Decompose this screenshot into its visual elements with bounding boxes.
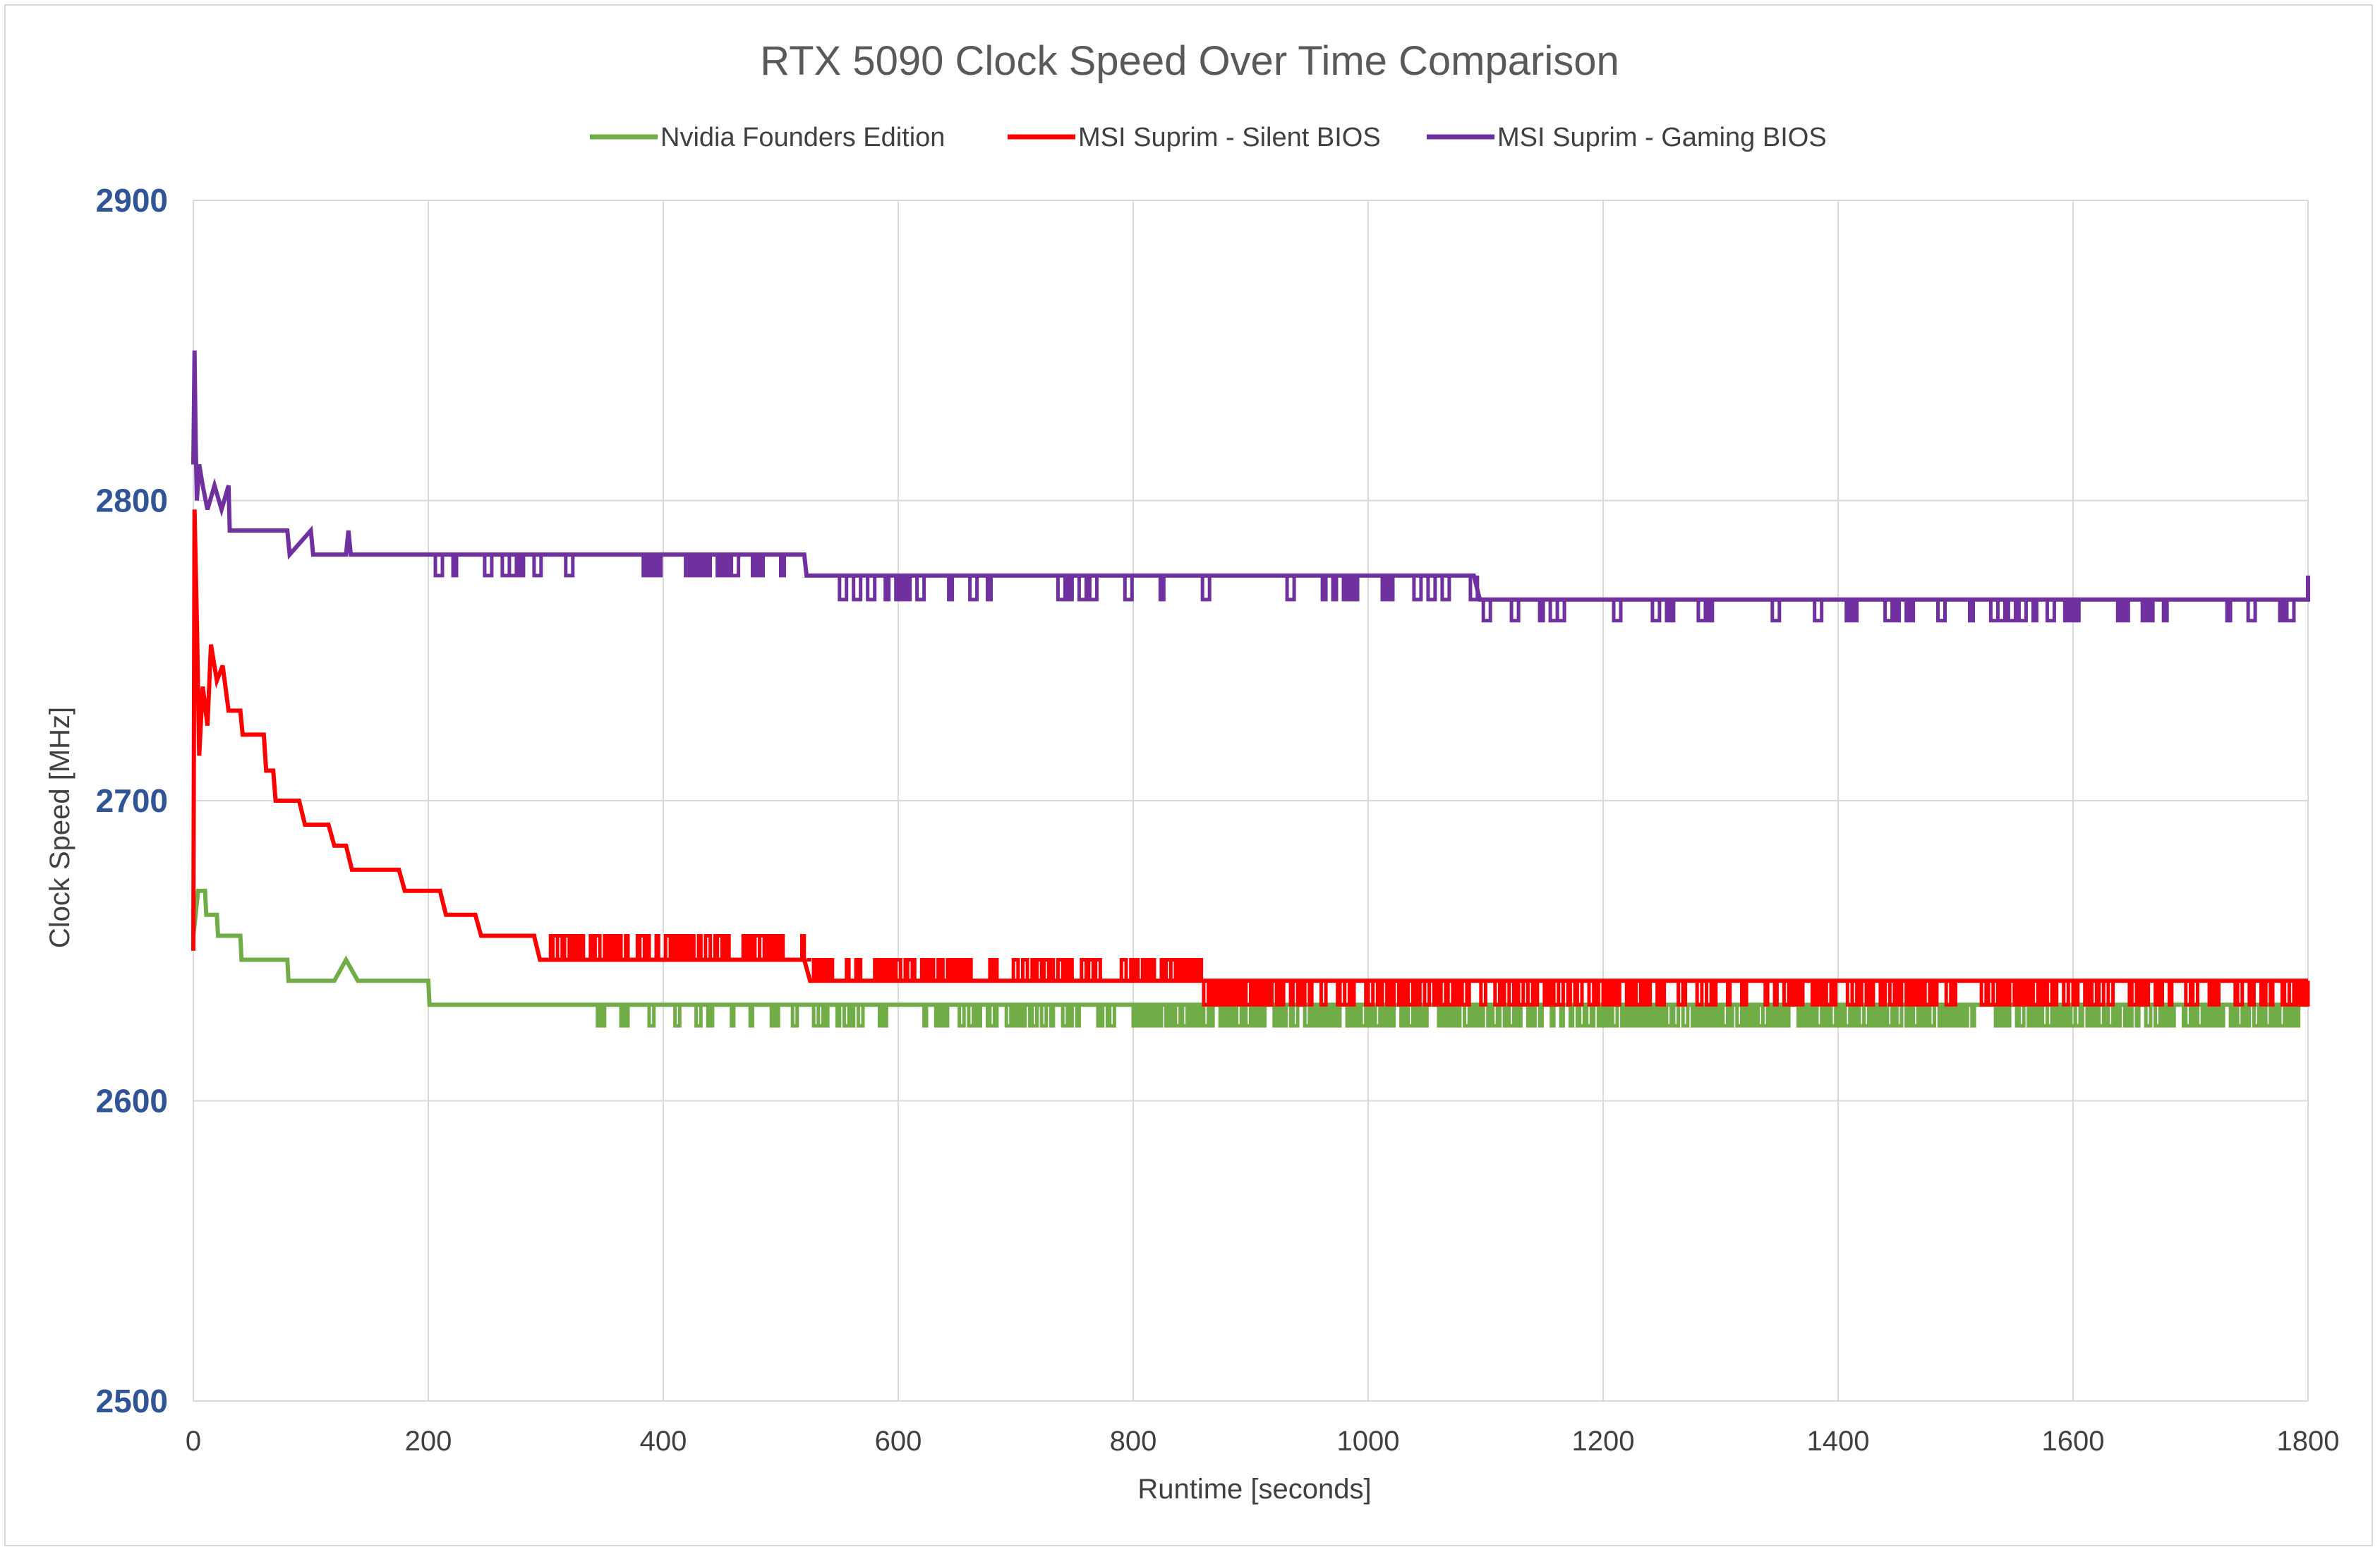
- chart-svg: RTX 5090 Clock Speed Over Time Compariso…: [44, 38, 2340, 1505]
- legend-label: MSI Suprim - Silent BIOS: [1078, 123, 1381, 152]
- y-axis-title: Clock Speed [MHz]: [44, 707, 75, 948]
- y-tick-label: 2900: [96, 182, 168, 219]
- gridlines: [193, 200, 2309, 1402]
- y-tick-label: 2500: [96, 1383, 168, 1419]
- x-tick-label: 1600: [2042, 1426, 2105, 1457]
- chart-title: RTX 5090 Clock Speed Over Time Compariso…: [760, 38, 1619, 84]
- x-tick-label: 800: [1110, 1426, 1157, 1457]
- x-tick-label: 200: [405, 1426, 452, 1457]
- x-tick-label: 1000: [1337, 1426, 1400, 1457]
- y-tick-labels: 2500 2600 2700 2800 2900: [96, 182, 168, 1419]
- legend-item: MSI Suprim - Silent BIOS: [1008, 123, 1381, 152]
- x-axis-title: Runtime [seconds]: [1137, 1474, 1371, 1505]
- series-2: [191, 509, 2310, 1007]
- y-tick-label: 2700: [96, 782, 168, 819]
- y-tick-label: 2800: [96, 483, 168, 519]
- x-tick-labels: 0 200 400 600 800 1000 1200 1400 1600 1800: [186, 1426, 2340, 1457]
- x-tick-label: 1400: [1807, 1426, 1870, 1457]
- series-line: [191, 350, 2310, 602]
- series-variation: [596, 1005, 2301, 1028]
- legend-label: Nvidia Founders Edition: [660, 123, 945, 152]
- x-tick-label: 0: [186, 1426, 201, 1457]
- x-tick-label: 1200: [1572, 1426, 1635, 1457]
- series-variation: [533, 934, 2310, 1007]
- chart-frame: RTX 5090 Clock Speed Over Time Compariso…: [4, 4, 2373, 1546]
- x-tick-label: 600: [875, 1426, 922, 1457]
- legend-label: MSI Suprim - Gaming BIOS: [1497, 123, 1827, 152]
- x-tick-label: 1800: [2277, 1426, 2340, 1457]
- series-variation: [433, 554, 2296, 623]
- series-line: [191, 888, 2308, 1007]
- y-tick-label: 2600: [96, 1083, 168, 1120]
- x-tick-label: 400: [640, 1426, 687, 1457]
- legend: Nvidia Founders Edition MSI Suprim - Sile…: [590, 123, 1827, 152]
- series-3: [191, 350, 2310, 623]
- legend-item: Nvidia Founders Edition: [590, 123, 945, 152]
- legend-item: MSI Suprim - Gaming BIOS: [1427, 123, 1827, 152]
- series-line: [191, 509, 2308, 983]
- series-layer: [191, 350, 2310, 1028]
- series-1: [191, 888, 2308, 1028]
